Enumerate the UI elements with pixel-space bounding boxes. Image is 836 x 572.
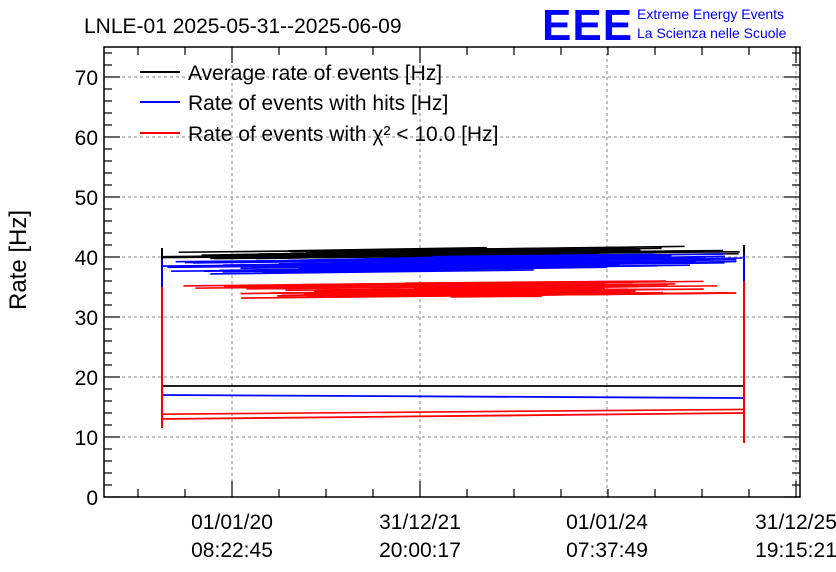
legend-entry: Rate of events with χ² < 10.0 [Hz]	[188, 123, 498, 146]
x-axis-ticks: 01/01/20 08:22:45 31/12/21 20:00:17 01/01/24…	[137, 47, 836, 562]
series-0	[161, 245, 745, 398]
series-line	[450, 295, 542, 298]
x-tick-label-time: 20:00:17	[379, 539, 461, 562]
series-line	[219, 265, 506, 272]
y-axis-ticks: 0 10 20 30 40 50 60 70	[75, 52, 800, 510]
logo-mark: EEE	[542, 1, 633, 50]
logo-line-1: Extreme Energy Events	[637, 6, 784, 22]
y-tick-label: 50	[75, 187, 98, 210]
series-line-low	[161, 408, 745, 415]
y-tick-label: 60	[75, 127, 98, 150]
series-line	[404, 280, 666, 284]
series-line	[323, 247, 458, 252]
series-line	[398, 256, 671, 262]
logo-line-2: La Scienza nelle Scuole	[637, 25, 787, 41]
y-axis-label: Rate [Hz]	[5, 210, 32, 310]
series-line	[290, 258, 737, 268]
series-line	[387, 257, 460, 261]
x-tick-label-time: 19:15:21	[755, 539, 836, 562]
x-tick-label-date: 01/01/24	[566, 511, 648, 534]
x-tick-label-time: 07:37:49	[566, 539, 648, 562]
series-line	[277, 291, 728, 299]
series-line	[348, 287, 604, 292]
series-line	[385, 251, 720, 256]
legend: Average rate of events [Hz] Rate of event…	[140, 62, 498, 146]
y-tick-label: 20	[75, 367, 98, 390]
eee-logo: EEE Extreme Energy Events La Scienza nel…	[542, 1, 787, 50]
series-line	[447, 247, 662, 252]
series-line	[298, 252, 599, 259]
legend-entry: Average rate of events [Hz]	[188, 62, 442, 85]
y-tick-label: 30	[75, 307, 98, 330]
chart-title: LNLE-01 2025-05-31--2025-06-09	[84, 15, 402, 38]
series-line	[366, 282, 527, 286]
y-tick-label: 40	[75, 247, 98, 270]
series-line-low	[161, 412, 745, 420]
series-line	[281, 291, 549, 297]
x-tick-label-date: 31/12/21	[379, 511, 461, 534]
x-tick-label-date: 31/12/25	[755, 511, 836, 534]
y-tick-label: 10	[75, 427, 98, 450]
series-line	[220, 249, 476, 256]
series-line	[344, 288, 628, 293]
series-1	[161, 253, 745, 410]
series-line	[445, 255, 582, 259]
x-tick-label-date: 01/01/20	[191, 511, 273, 534]
series-line	[261, 283, 676, 289]
series-line	[285, 285, 638, 292]
plot-area-border	[103, 46, 801, 498]
y-tick-label: 0	[86, 487, 98, 510]
x-tick-label-time: 08:22:45	[191, 539, 273, 562]
series-2	[161, 280, 745, 443]
y-tick-label: 70	[75, 67, 98, 90]
series-line	[337, 290, 466, 294]
series-group	[161, 245, 745, 443]
series-line	[287, 255, 505, 262]
legend-entry: Rate of events with hits [Hz]	[188, 92, 448, 115]
series-line-low	[161, 394, 745, 399]
plot-frame	[103, 46, 801, 498]
series-line	[222, 257, 713, 266]
series-line	[429, 250, 640, 254]
series-line	[399, 264, 554, 268]
